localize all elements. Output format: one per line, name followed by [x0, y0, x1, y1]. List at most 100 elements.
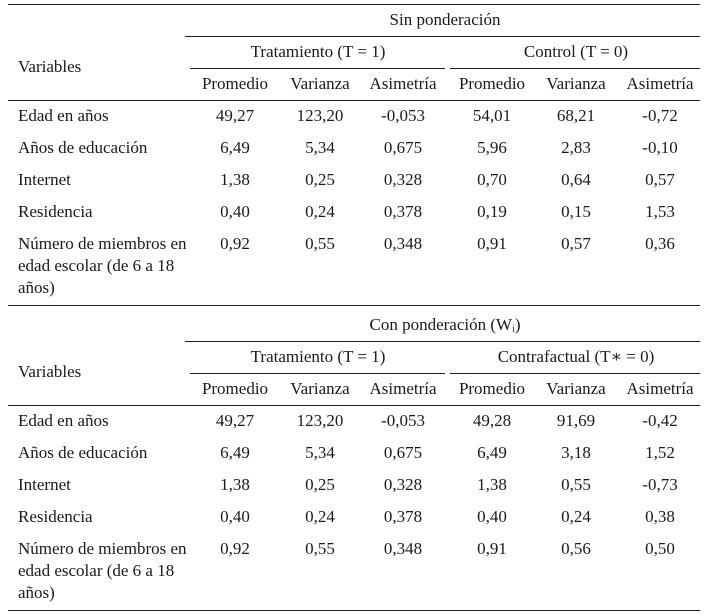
- rule: [450, 68, 700, 69]
- cell: 0,92: [220, 539, 250, 558]
- cell: 54,01: [472, 106, 512, 125]
- cell: 1,38: [220, 475, 250, 494]
- cell: 0,24: [305, 507, 335, 526]
- cell: 0,57: [645, 170, 675, 189]
- cell: 0,328: [383, 170, 423, 189]
- cell: 1,38: [220, 170, 250, 189]
- cell: 6,49: [220, 443, 250, 462]
- cell: -0,10: [642, 138, 678, 157]
- row-label: Residencia: [18, 202, 93, 221]
- cell: 5,34: [305, 138, 335, 157]
- cell: 0,40: [477, 507, 507, 526]
- group-header: Tratamiento (T = 1): [250, 347, 386, 366]
- cell: 0,57: [561, 234, 591, 253]
- rule: [185, 341, 700, 342]
- cell: 0,675: [383, 443, 423, 462]
- row-label: Años de educación: [18, 443, 148, 462]
- rule: [190, 68, 445, 69]
- column-header: Promedio: [458, 74, 526, 93]
- cell: 2,83: [561, 138, 591, 157]
- cell: -0,72: [642, 106, 678, 125]
- row-label: Edad en años: [18, 106, 109, 125]
- column-header: Promedio: [458, 379, 526, 398]
- rule: [8, 100, 700, 101]
- cell: 0,56: [561, 539, 591, 558]
- cell: 0,55: [561, 475, 591, 494]
- cell: 68,21: [556, 106, 596, 125]
- cell: 0,24: [305, 202, 335, 221]
- row-label: Edad en años: [18, 411, 109, 430]
- group-header: Tratamiento (T = 1): [250, 42, 386, 61]
- cell: 0,38: [645, 507, 675, 526]
- cell: 0,378: [383, 202, 423, 221]
- cell: 0,70: [477, 170, 507, 189]
- cell: 5,96: [477, 138, 507, 157]
- column-header: Varianza: [290, 74, 350, 93]
- rule: [8, 610, 700, 611]
- variables-label: Variables: [18, 362, 82, 381]
- row-label: Internet: [18, 170, 71, 189]
- cell: -0,053: [381, 411, 425, 430]
- cell: 123,20: [296, 411, 344, 430]
- cell: 0,328: [383, 475, 423, 494]
- cell: 0,91: [477, 539, 507, 558]
- cell: -0,053: [381, 106, 425, 125]
- cell: 0,36: [645, 234, 675, 253]
- panel-title: Con ponderación (Wᵢ): [369, 315, 521, 334]
- cell: 1,53: [645, 202, 675, 221]
- cell: 0,25: [305, 170, 335, 189]
- cell: 0,675: [383, 138, 423, 157]
- cell: 0,19: [477, 202, 507, 221]
- row-label: Número de miembros en edad escolar (de 6…: [18, 234, 187, 297]
- group-header: Control (T = 0): [523, 42, 629, 61]
- rule: [8, 405, 700, 406]
- cell: 0,348: [383, 234, 423, 253]
- cell: 0,24: [561, 507, 591, 526]
- rule: [450, 373, 700, 374]
- cell: 0,92: [220, 234, 250, 253]
- cell: 49,28: [472, 411, 512, 430]
- rule: [190, 373, 445, 374]
- column-header: Asimetría: [626, 379, 694, 398]
- row-label: Internet: [18, 475, 71, 494]
- variables-label: Variables: [18, 57, 82, 76]
- cell: 0,91: [477, 234, 507, 253]
- cell: 1,38: [477, 475, 507, 494]
- cell: 6,49: [220, 138, 250, 157]
- cell: 0,378: [383, 507, 423, 526]
- column-header: Asimetría: [626, 74, 694, 93]
- panel-title: Sin ponderación: [389, 10, 501, 29]
- cell: 0,40: [220, 202, 250, 221]
- row-label: Número de miembros en edad escolar (de 6…: [18, 539, 187, 602]
- group-header: Contrafactual (T∗ = 0): [497, 347, 655, 366]
- column-header: Asimetría: [369, 74, 437, 93]
- cell: -0,73: [642, 475, 678, 494]
- cell: 49,27: [215, 106, 255, 125]
- cell: 3,18: [561, 443, 591, 462]
- cell: 0,64: [561, 170, 591, 189]
- column-header: Varianza: [290, 379, 350, 398]
- cell: 0,50: [645, 539, 675, 558]
- cell: 0,348: [383, 539, 423, 558]
- row-label: Años de educación: [18, 138, 148, 157]
- column-header: Asimetría: [369, 379, 437, 398]
- cell: 91,69: [556, 411, 596, 430]
- cell: 0,15: [561, 202, 591, 221]
- cell: 5,34: [305, 443, 335, 462]
- cell: 6,49: [477, 443, 507, 462]
- cell: 49,27: [215, 411, 255, 430]
- cell: -0,42: [642, 411, 678, 430]
- cell: 0,55: [305, 234, 335, 253]
- cell: 0,40: [220, 507, 250, 526]
- cell: 1,52: [645, 443, 675, 462]
- cell: 123,20: [296, 106, 344, 125]
- row-label: Residencia: [18, 507, 93, 526]
- rule: [185, 36, 700, 37]
- rule: [8, 4, 700, 5]
- cell: 0,55: [305, 539, 335, 558]
- column-header: Promedio: [201, 74, 269, 93]
- rule: [8, 305, 700, 306]
- column-header: Varianza: [546, 379, 606, 398]
- column-header: Varianza: [546, 74, 606, 93]
- cell: 0,25: [305, 475, 335, 494]
